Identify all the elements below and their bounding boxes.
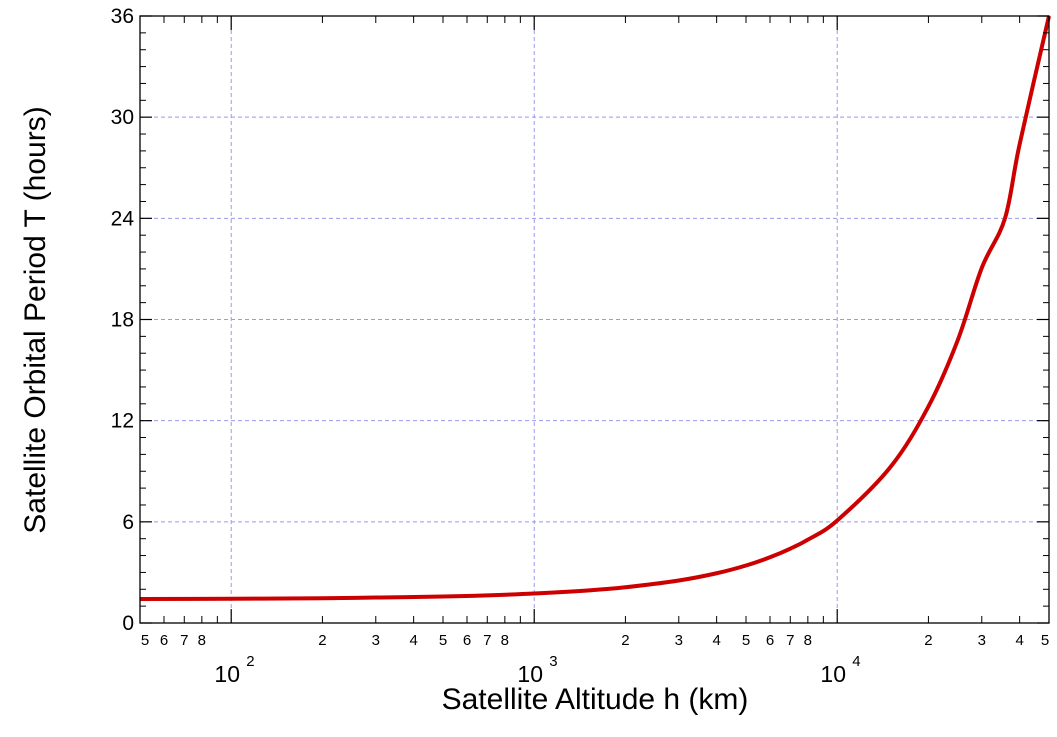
x-minor-tick-label: 5 [1041, 632, 1049, 649]
y-tick-label: 36 [111, 5, 134, 28]
x-minor-tick-label: 2 [621, 632, 629, 649]
y-tick-label: 30 [111, 106, 134, 129]
x-minor-tick-label: 5 [141, 632, 149, 649]
x-minor-tick-label: 6 [160, 632, 168, 649]
y-tick-label: 24 [111, 207, 135, 230]
grid-lines [140, 16, 1049, 623]
x-minor-tick-label: 8 [198, 632, 206, 649]
x-minor-tick-label: 8 [804, 632, 812, 649]
x-minor-tick-label: 4 [409, 632, 417, 649]
x-major-tick-exponent: 2 [246, 653, 254, 670]
x-major-tick-label: 10 [820, 661, 846, 687]
y-axis-label-area: Satellite Orbital Period T (hours) [0, 0, 60, 640]
axis-ticks [139, 15, 1050, 624]
x-minor-tick-label: 8 [501, 632, 509, 649]
x-minor-tick-label: 4 [1015, 632, 1023, 649]
x-minor-tick-label: 5 [742, 632, 750, 649]
x-major-tick-label: 10 [517, 661, 543, 687]
x-minor-tick-label: 7 [180, 632, 188, 649]
y-axis-label: Satellite Orbital Period T (hours) [19, 106, 52, 534]
y-tick-label: 0 [122, 612, 134, 635]
y-tick-label: 6 [122, 511, 134, 534]
x-major-tick-exponent: 3 [549, 653, 557, 670]
orbital-period-curve [139, 15, 1051, 602]
x-minor-tick-label: 3 [978, 632, 986, 649]
x-minor-tick-label: 4 [712, 632, 720, 649]
x-minor-tick-label: 2 [924, 632, 932, 649]
x-minor-tick-label: 6 [463, 632, 471, 649]
x-minor-tick-label: 5 [439, 632, 447, 649]
y-tick-label: 12 [111, 410, 134, 433]
x-major-tick-exponent: 4 [852, 653, 860, 670]
x-minor-tick-label: 3 [675, 632, 683, 649]
x-minor-tick-label: 7 [483, 632, 491, 649]
y-tick-label: 18 [111, 309, 134, 332]
x-minor-tick-label: 3 [372, 632, 380, 649]
curve-layer [139, 15, 1051, 602]
x-axis-label: Satellite Altitude h (km) [441, 683, 749, 716]
x-minor-tick-label: 6 [766, 632, 774, 649]
x-minor-tick-label: 2 [318, 632, 326, 649]
x-minor-tick-label: 7 [786, 632, 794, 649]
x-major-tick-label: 10 [214, 661, 240, 687]
